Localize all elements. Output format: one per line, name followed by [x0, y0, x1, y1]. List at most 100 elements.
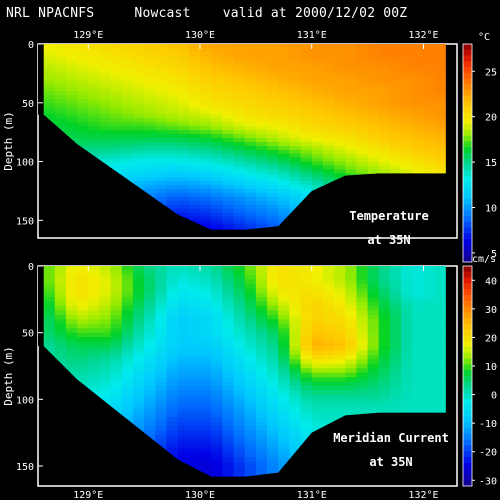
meridian-current-cell [334, 279, 346, 285]
temperature-cell [267, 75, 279, 80]
temperature-cell [155, 55, 168, 61]
meridian-current-cell [43, 279, 56, 285]
temperature-cell [289, 79, 302, 84]
meridian-current-cell [300, 354, 313, 360]
temperature-cell [211, 145, 223, 151]
meridian-current-cell [177, 408, 190, 414]
temperature-cell [322, 47, 335, 53]
meridian-current-cell [367, 377, 380, 383]
temperature-cell [99, 114, 112, 120]
temperature-cell [289, 153, 302, 159]
temperature-cell [43, 114, 56, 120]
temperature-cell [233, 169, 246, 174]
temperature-cell [99, 59, 112, 65]
meridian-current-cell [244, 430, 257, 436]
temperature-cell [267, 79, 279, 84]
meridian-current-cell [211, 390, 223, 396]
meridian-current-cell [211, 426, 223, 432]
meridian-current-cell [211, 381, 223, 387]
temperature-cell [54, 91, 67, 96]
temperature-cell [311, 185, 324, 190]
meridian-current-cell [222, 310, 235, 316]
meridian-current-cell [77, 337, 89, 343]
meridian-current-cell [423, 399, 436, 405]
meridian-current-cell [255, 266, 268, 272]
temperature-cell [177, 87, 190, 92]
temperature-cell [267, 138, 279, 143]
meridian-current-cell [121, 386, 134, 392]
meridian-current-cell [356, 301, 369, 307]
temperature-cell [155, 94, 168, 100]
meridian-current-cell [43, 274, 56, 280]
temperature-cell [88, 98, 101, 104]
temperature-cell [267, 224, 279, 229]
meridian-current-cell [356, 337, 369, 343]
temperature-cell [222, 94, 235, 100]
temperature-cell [188, 149, 201, 155]
temperature-cell [200, 224, 212, 229]
temperature-cell [65, 126, 78, 131]
meridian-current-cell [222, 439, 235, 445]
temperature-cell [412, 149, 425, 155]
meridian-current-cell [144, 279, 156, 285]
meridian-current-cell [65, 359, 78, 365]
temperature-cell [311, 126, 324, 131]
temperature-cell [155, 173, 168, 178]
meridian-current-cell [389, 306, 402, 312]
meridian-current-cell [267, 461, 279, 467]
temperature-cell [54, 83, 67, 88]
temperature-cell [222, 141, 235, 147]
temperature-cell [334, 91, 346, 96]
meridian-current-cell [367, 408, 380, 414]
temperature-cell [434, 169, 446, 174]
meridian-current-cell [132, 319, 145, 325]
temperature-cell [278, 173, 290, 178]
temperature-cell [289, 145, 302, 151]
temperature-cell [121, 102, 134, 108]
temperature-cell [401, 67, 413, 73]
meridian-current-cell [334, 292, 346, 298]
temperature-cell [345, 157, 358, 163]
meridian-current-cell [110, 337, 123, 343]
temperature-cell [177, 63, 190, 69]
temperature-cell [77, 94, 89, 100]
temperature-cell [200, 192, 212, 198]
temperature-cell [233, 51, 246, 57]
temperature-cell [311, 75, 324, 80]
temperature-cell [244, 114, 257, 120]
meridian-current-cell [177, 310, 190, 316]
meridian-current-cell [367, 319, 380, 325]
temperature-cell [200, 122, 212, 127]
meridian-current-cell [43, 292, 56, 298]
temperature-cell [110, 63, 123, 69]
meridian-current-colorbar-swatch [463, 318, 472, 325]
temperature-cell [177, 169, 190, 174]
temperature-cell [211, 106, 223, 112]
meridian-current-colorbar-swatch [463, 445, 472, 452]
temperature-cell [322, 177, 335, 182]
temperature-cell [188, 161, 201, 167]
temperature-cell [322, 118, 335, 123]
meridian-current-cell [289, 408, 302, 414]
meridian-current-cell [255, 426, 268, 432]
meridian-current-cell [255, 457, 268, 463]
meridian-current-cell [389, 266, 402, 272]
temperature-cell [378, 59, 391, 65]
temperature-cell [188, 71, 201, 76]
temperature-cell [334, 63, 346, 69]
meridian-current-cell [289, 377, 302, 383]
temperature-colorbar-swatch [463, 107, 472, 114]
temperature-cell [88, 110, 101, 116]
meridian-current-cell [110, 332, 123, 338]
meridian-current-cell [367, 292, 380, 298]
meridian-current-cell [222, 386, 235, 392]
meridian-current-cell [211, 274, 223, 280]
meridian-current-cell [132, 270, 145, 276]
temperature-cell [278, 189, 290, 194]
meridian-current-cell [110, 274, 123, 280]
meridian-current-cell [255, 314, 268, 320]
temperature-cell [389, 51, 402, 57]
meridian-current-cell [378, 328, 391, 334]
meridian-current-cell [166, 297, 179, 303]
temperature-cell [43, 71, 56, 76]
